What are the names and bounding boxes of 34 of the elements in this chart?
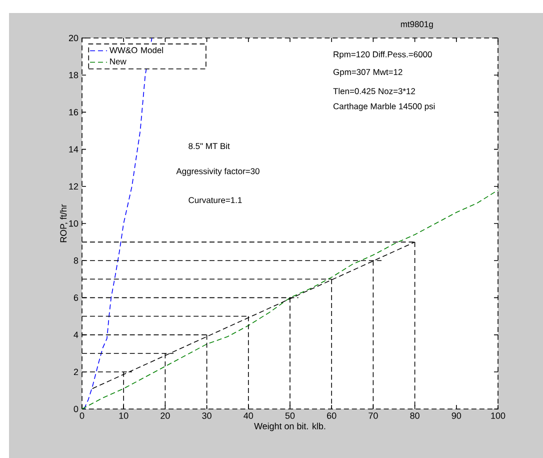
y-tick-label: 6 [74, 294, 78, 301]
x-tick-label: 40 [244, 412, 254, 419]
x-tick-label: 0 [80, 412, 84, 419]
y-tick-label: 20 [68, 34, 78, 42]
x-axis-title: Weight on bit. klb. [254, 422, 326, 432]
y-tick-label: 0 [74, 406, 78, 412]
x-tick-label: 30 [202, 412, 212, 419]
y-tick-label: 14 [69, 146, 78, 152]
x-tick-label: 10 [119, 412, 128, 419]
y-axis-title: ROP, ft/hr [60, 204, 68, 242]
annotation: Curvature=1.1 [188, 197, 242, 204]
x-tick-label: 100 [491, 412, 506, 419]
annotation: Carthage Marble 14500 psi [333, 103, 435, 111]
y-tick-label: 10 [69, 220, 78, 227]
x-tick-label: 50 [285, 412, 295, 419]
x-tick-label: 20 [160, 412, 170, 419]
x-tick-label: 60 [327, 412, 336, 419]
legend-label: New [110, 58, 126, 64]
annotation: Aggressivity factor=30 [176, 168, 260, 176]
annotation: Tlen=0.425 Noz=3*12 [333, 88, 415, 94]
x-tick-label: 90 [452, 412, 462, 419]
annotation: Gpm=307 Mwt=12 [333, 69, 402, 77]
y-tick-label: 12 [69, 183, 78, 190]
annotation: 8.5" MT Bit [188, 142, 230, 150]
annotation: Rpm=120 Diff.Pess.=6000 [334, 51, 432, 60]
x-tick-label: 70 [368, 412, 378, 419]
x-tick-label: 80 [410, 412, 420, 419]
y-tick-label: 8 [74, 257, 78, 264]
y-tick-label: 4 [74, 332, 78, 338]
y-tick-label: 16 [69, 109, 78, 116]
y-tick-label: 2 [74, 368, 78, 376]
legend-label: WW&O Model [109, 46, 163, 54]
text: mt9801g [400, 21, 433, 29]
y-tick-label: 18 [69, 72, 78, 78]
